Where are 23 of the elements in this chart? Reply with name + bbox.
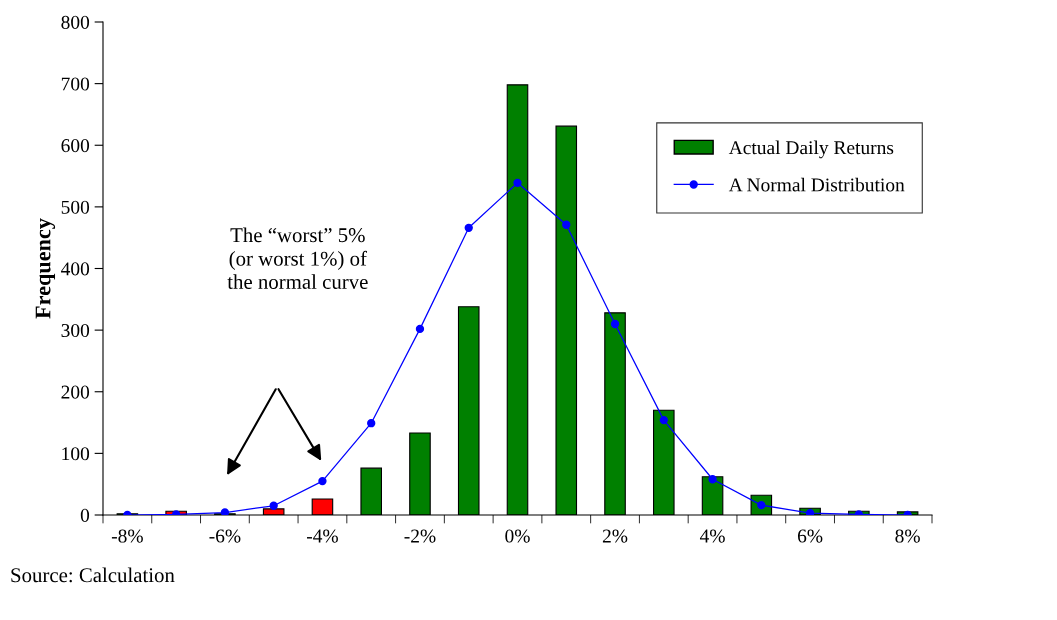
x-tick-label: -8% (111, 529, 143, 543)
source-note: Source: Calculation (11, 567, 175, 583)
y-tick-label: 800 (61, 15, 90, 29)
y-tick-label: 0 (80, 508, 90, 522)
x-tick-label: 6% (797, 529, 823, 543)
y-tick-label: 300 (61, 323, 90, 338)
x-tick-label: -6% (209, 529, 241, 543)
y-tick-label: 200 (61, 385, 90, 399)
x-tick-label: 2% (602, 529, 628, 543)
y-tick-label: 400 (61, 262, 90, 276)
x-tick-label: -4% (306, 529, 338, 543)
y-tick-label: 100 (62, 447, 90, 461)
legend-label: Actual Daily Returns (728, 140, 894, 159)
legend-label: A Normal Distribution (728, 177, 905, 192)
y-tick-label: 700 (61, 77, 90, 91)
annotation: The “worst” 5% (or worst 1%) of the normal curve (227, 227, 368, 289)
y-tick-label: 600 (61, 139, 90, 153)
y-axis-title: Frequency (35, 218, 56, 319)
x-tick-label: -2% (404, 529, 436, 543)
x-tick-label: 0% (505, 529, 530, 543)
y-tick-label: 500 (61, 200, 90, 214)
x-tick-label: 8% (895, 529, 920, 543)
x-tick-label: 4% (699, 529, 725, 543)
